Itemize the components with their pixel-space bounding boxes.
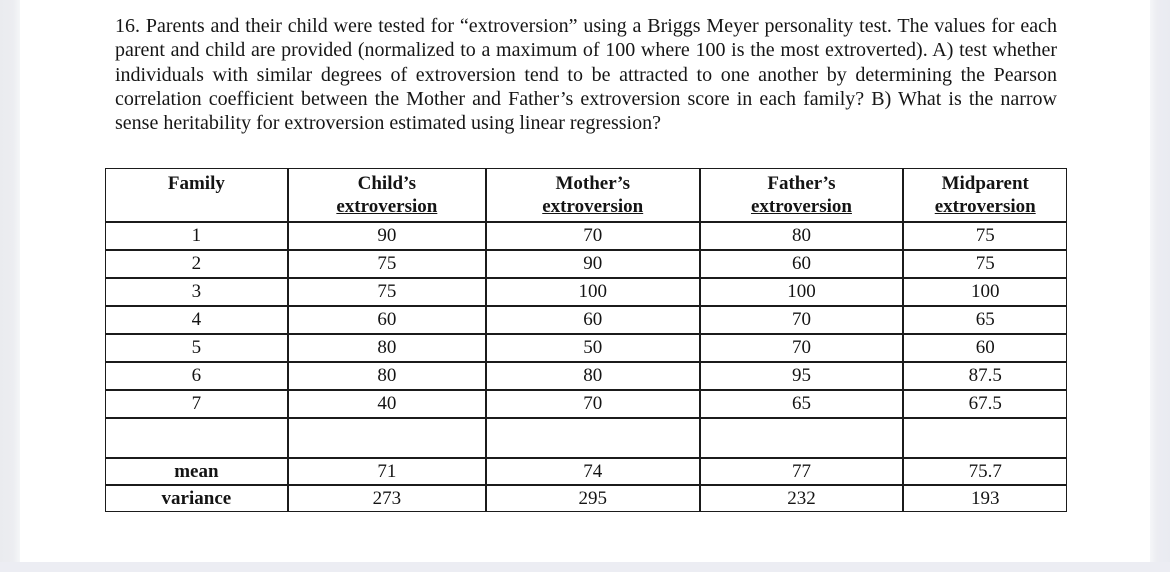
col-header-childs-extroversion: Child’s extroversion: [287, 168, 486, 223]
col-header-midparent-line2: extroversion: [934, 196, 1036, 218]
table-cell: 100: [485, 278, 700, 307]
col-header-mothers-line1: Mother’s: [555, 173, 630, 195]
table-cell: 60: [485, 306, 700, 335]
table-cell: 3: [105, 278, 288, 307]
table-cell: [903, 418, 1067, 459]
table-cell: 65: [903, 306, 1067, 335]
table-cell: [485, 418, 700, 459]
table-cell: 87.5: [903, 362, 1067, 391]
table-cell: 70: [699, 306, 904, 335]
table-header-row: Family Child’s extroversion Mother’s ext…: [105, 168, 1067, 223]
col-header-fathers-line1: Father’s: [767, 173, 836, 195]
table-cell: 75: [903, 222, 1067, 251]
table-cell: 74: [485, 458, 700, 486]
table-cell: 80: [699, 222, 904, 251]
col-header-family: Family: [105, 168, 288, 223]
table-cell: 75.7: [903, 458, 1067, 486]
table-cell: 75: [287, 250, 486, 279]
table-row-family-5: 5 80 50 70 60: [105, 334, 1067, 363]
table-cell: 5: [105, 334, 288, 363]
table-row-family-6: 6 80 80 95 87.5: [105, 362, 1067, 391]
table-cell: 40: [287, 390, 486, 419]
table-cell: [699, 418, 904, 459]
col-header-childs-line1: Child’s: [357, 173, 417, 195]
mean-label: mean: [105, 458, 288, 486]
table-cell: 4: [105, 306, 288, 335]
col-header-mothers-line2: extroversion: [542, 196, 644, 218]
table-cell: 77: [699, 458, 904, 486]
table-cell: 70: [485, 390, 700, 419]
document-page: 16. Parents and their child were tested …: [20, 0, 1150, 562]
col-header-midparent-extroversion: Midparent extroversion: [903, 168, 1067, 223]
table-cell: 232: [699, 485, 904, 513]
table-row-variance: variance 273 295 232 193: [105, 485, 1067, 513]
col-header-family-line1: Family: [167, 173, 225, 195]
table-empty-row: [105, 418, 1067, 459]
table-cell: 70: [485, 222, 700, 251]
col-header-mothers-extroversion: Mother’s extroversion: [485, 168, 700, 223]
table-cell: [287, 418, 486, 459]
table-cell: 273: [287, 485, 486, 513]
col-header-fathers-extroversion: Father’s extroversion: [699, 168, 904, 223]
table-cell: 95: [699, 362, 904, 391]
col-header-fathers-line2: extroversion: [750, 196, 852, 218]
table-row-family-1: 1 90 70 80 75: [105, 222, 1067, 251]
table-cell: 65: [699, 390, 904, 419]
table-row-family-2: 2 75 90 60 75: [105, 250, 1067, 279]
col-header-childs-line2: extroversion: [336, 196, 438, 218]
page-gutter-left: [0, 0, 20, 572]
page-gutter-right: [1150, 0, 1170, 572]
variance-label: variance: [105, 485, 288, 513]
table-cell: 100: [903, 278, 1067, 307]
table-cell: 60: [699, 250, 904, 279]
table-cell: 193: [903, 485, 1067, 513]
table-cell: 7: [105, 390, 288, 419]
table-cell: 71: [287, 458, 486, 486]
table-cell: 6: [105, 362, 288, 391]
table-cell: 100: [699, 278, 904, 307]
table-cell: 50: [485, 334, 700, 363]
table-cell: 60: [903, 334, 1067, 363]
page-gutter-bottom: [0, 562, 1170, 572]
table-cell: 80: [287, 362, 486, 391]
table-cell: 90: [485, 250, 700, 279]
table-cell: 67.5: [903, 390, 1067, 419]
table-cell: 295: [485, 485, 700, 513]
table-cell: 60: [287, 306, 486, 335]
table-cell: 80: [485, 362, 700, 391]
table-cell: 70: [699, 334, 904, 363]
table-row-family-7: 7 40 70 65 67.5: [105, 390, 1067, 419]
col-header-midparent-line1: Midparent: [941, 173, 1029, 195]
question-text: 16. Parents and their child were tested …: [115, 15, 1057, 135]
extroversion-table: Family Child’s extroversion Mother’s ext…: [105, 168, 1067, 513]
table-cell: [105, 418, 288, 459]
table-cell: 75: [903, 250, 1067, 279]
table-cell: 1: [105, 222, 288, 251]
table-cell: 90: [287, 222, 486, 251]
table-cell: 80: [287, 334, 486, 363]
table-row-family-4: 4 60 60 70 65: [105, 306, 1067, 335]
table-cell: 2: [105, 250, 288, 279]
table-row-mean: mean 71 74 77 75.7: [105, 458, 1067, 486]
table-row-family-3: 3 75 100 100 100: [105, 278, 1067, 307]
table-cell: 75: [287, 278, 486, 307]
